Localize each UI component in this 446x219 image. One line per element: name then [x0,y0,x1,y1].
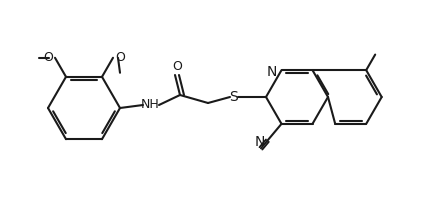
Text: NH: NH [140,99,159,111]
Text: S: S [230,90,238,104]
Text: N: N [255,135,265,149]
Text: O: O [172,60,182,74]
Text: O: O [43,51,53,64]
Text: N: N [267,65,277,79]
Text: O: O [115,51,125,64]
